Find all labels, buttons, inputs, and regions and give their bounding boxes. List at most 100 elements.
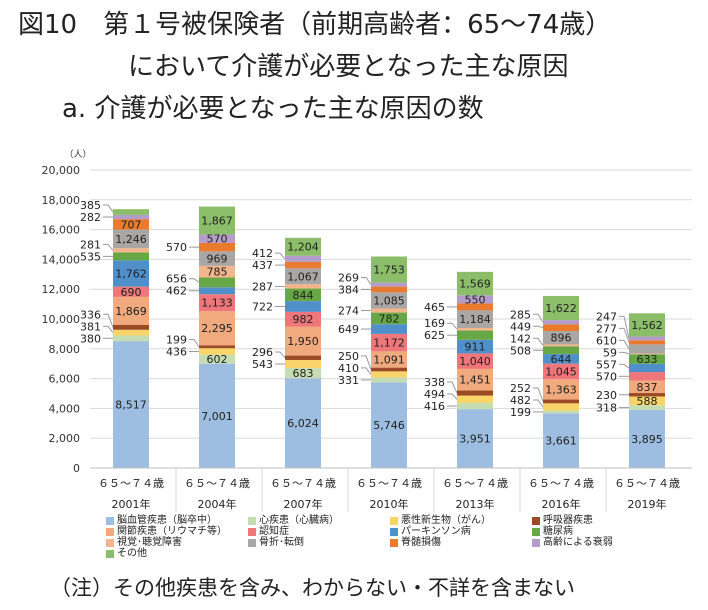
legend-swatch [248,527,256,536]
data-label: 722 [252,300,273,313]
y-tick-label: 4,000 [49,402,81,415]
bar-segment [457,368,493,391]
leader-line [447,381,458,394]
bar-segment [629,396,665,406]
x-sublabel: ６５～７４歳 [98,477,164,490]
data-label: 1,867 [201,214,233,227]
data-label: 494 [424,388,445,401]
leader-line [533,399,544,408]
data-label: 437 [252,259,273,272]
bar-segment [629,336,665,341]
legend-swatch [532,538,540,547]
legend-label: 心疾患（心臓病） [259,515,339,526]
data-label: 1,762 [115,267,147,280]
leader-line [361,276,372,285]
data-label: 199 [166,333,187,346]
bar-segment [543,295,579,321]
leader-line [619,351,630,355]
bar-segment [199,311,235,346]
legend-item: パーキンソン病 [390,526,532,537]
bar-segment [543,346,579,355]
legend-item: 脳血管疾患（脳卒中） [106,515,248,526]
data-label: 896 [551,332,572,345]
bar-segment [371,292,407,309]
bar-segment [199,287,235,295]
legend-item: 骨折･転倒 [248,537,390,548]
bar-segment [629,405,665,410]
leader-line [275,351,286,359]
data-label: 1,172 [373,337,405,350]
data-label: 462 [166,285,187,298]
data-label: 649 [338,323,359,336]
bar-segment [199,277,235,288]
data-label: 557 [596,358,617,371]
leader-line [189,278,200,283]
bar-segment [371,282,407,287]
leader-line [533,387,544,402]
bar-segment [371,308,407,313]
bar-segment [199,251,235,266]
bar-segment [285,261,321,269]
data-label: 416 [424,400,445,413]
bar-segment [629,354,665,364]
bar-segment [543,410,579,414]
bar-segment [457,402,493,410]
legend-label: 高齢による衰弱 [543,537,613,548]
y-tick-label: 16,000 [42,224,81,237]
data-label: 588 [637,395,658,408]
bar-segment [199,348,235,355]
data-label: 169 [424,317,445,330]
bar-segment [113,324,149,330]
data-label: 277 [596,322,617,335]
legend-swatch [248,538,256,547]
leader-line [619,363,630,369]
bar-segment [629,344,665,354]
data-label: 844 [293,289,314,302]
x-sublabel: ６５～７４歳 [528,477,594,490]
legend-label: 脳血管疾患（脳卒中） [117,515,217,526]
data-label: 570 [207,233,228,246]
bar-segment [285,368,321,379]
legend-swatch [390,516,398,525]
data-label: 969 [207,253,228,266]
bar-segment [457,390,493,396]
data-label: 7,001 [201,410,233,423]
bar-segment [629,393,665,397]
leader-line [103,243,114,251]
data-label: 5,746 [373,419,405,432]
bar-segment [285,311,321,327]
bar-segment [457,310,493,329]
leader-line [103,325,114,333]
data-label: 269 [338,271,359,284]
bar-segment [629,380,665,394]
y-tick-label: 2,000 [49,432,81,445]
bar-segment [113,229,149,249]
legend-item: 高齢による衰弱 [532,537,632,548]
bar-segment [371,333,407,352]
data-label: 385 [80,199,101,212]
data-label: 982 [293,313,314,326]
leader-line [619,315,630,339]
bar-segment [371,371,407,378]
legend: 脳血管疾患（脳卒中） 心疾患（心臓病） 悪性新生物（がん） 呼吸器疾患 関節疾患（リウマ… [106,515,626,559]
legend-label: 視覚･聴覚障害 [117,537,182,548]
data-label: 1,184 [459,313,491,326]
bar-segment [543,331,579,345]
bar-segment [199,234,235,243]
leader-line [533,337,544,346]
bar-segment [543,354,579,364]
bar-segment [543,403,579,411]
legend-item: 悪性新生物（がん） [390,515,532,526]
y-tick-label: 6,000 [49,373,81,386]
bar-segment [543,379,579,400]
leader-line [189,338,200,348]
data-label: 1,363 [545,383,577,396]
bar-segment [113,286,149,297]
data-label: 1,569 [459,278,491,291]
data-label: 1,753 [373,264,405,277]
y-tick-label: 20,000 [42,164,81,177]
bar-segment [285,255,321,262]
data-label: 602 [207,353,228,366]
legend-swatch [390,538,398,547]
data-label: 282 [80,211,101,224]
